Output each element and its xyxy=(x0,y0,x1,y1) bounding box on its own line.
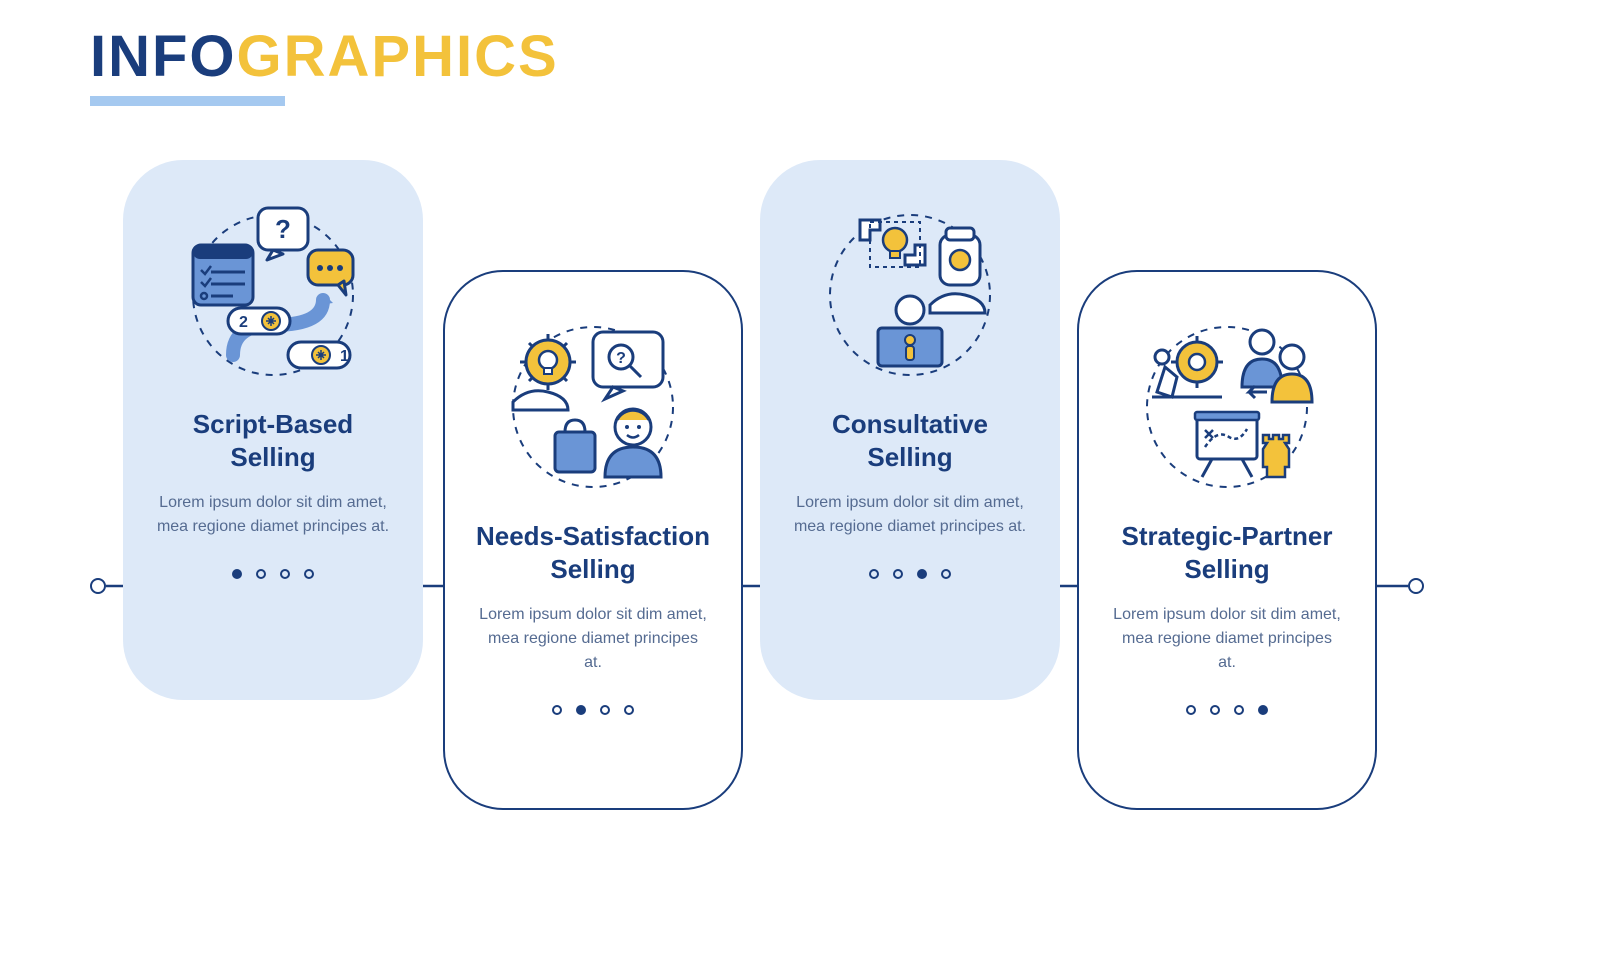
card-body: Lorem ipsum dolor sit dim amet, mea regi… xyxy=(1097,603,1357,675)
svg-text:?: ? xyxy=(616,350,626,367)
consultative-icon xyxy=(810,190,1010,390)
card-title: Consultative Selling xyxy=(778,408,1042,473)
card-body: Lorem ipsum dolor sit dim amet, mea regi… xyxy=(463,603,723,675)
card-title: Needs-Satisfaction Selling xyxy=(463,520,723,585)
dot xyxy=(893,569,903,579)
dot xyxy=(1186,705,1196,715)
card-consultative: Consultative Selling Lorem ipsum dolor s… xyxy=(760,160,1060,700)
svg-text:2: 2 xyxy=(239,314,248,331)
dot xyxy=(280,569,290,579)
connector-ring-end xyxy=(1408,578,1424,594)
cards-container: ? 1 2 Script-Based Selling Lo xyxy=(90,160,1520,940)
dot xyxy=(304,569,314,579)
header-title: INFOGRAPHICS xyxy=(90,28,559,86)
dot xyxy=(869,569,879,579)
header-underline xyxy=(90,96,285,106)
card-title: Strategic-Partner Selling xyxy=(1097,520,1357,585)
header-title-part2: GRAPHICS xyxy=(237,24,559,89)
card-dots xyxy=(463,705,723,715)
card-body: Lorem ipsum dolor sit dim amet, mea regi… xyxy=(778,491,1042,539)
card-dots xyxy=(1097,705,1357,715)
header-title-part1: INFO xyxy=(90,24,237,89)
svg-text:?: ? xyxy=(275,214,291,244)
header: INFOGRAPHICS xyxy=(90,28,559,106)
card-dots xyxy=(141,569,405,579)
dot xyxy=(941,569,951,579)
script-process-icon: ? 1 2 xyxy=(173,190,373,390)
card-strategic-partner: Strategic-Partner Selling Lorem ipsum do… xyxy=(1077,270,1377,810)
dot xyxy=(1258,705,1268,715)
card-title: Script-Based Selling xyxy=(141,408,405,473)
card-body: Lorem ipsum dolor sit dim amet, mea regi… xyxy=(141,491,405,539)
connector-ring-start xyxy=(90,578,106,594)
dot xyxy=(576,705,586,715)
dot xyxy=(256,569,266,579)
dot xyxy=(552,705,562,715)
dot xyxy=(624,705,634,715)
dot xyxy=(1234,705,1244,715)
dot xyxy=(1210,705,1220,715)
card-needs-satisfaction: ? Needs-Satisfaction Selling Lorem ipsum… xyxy=(443,270,743,810)
card-dots xyxy=(778,569,1042,579)
dot xyxy=(232,569,242,579)
card-script-based: ? 1 2 Script-Based Selling Lo xyxy=(123,160,423,700)
strategic-partner-icon xyxy=(1127,302,1327,502)
dot xyxy=(600,705,610,715)
svg-text:1: 1 xyxy=(340,348,349,365)
dot xyxy=(917,569,927,579)
needs-research-icon: ? xyxy=(493,302,693,502)
